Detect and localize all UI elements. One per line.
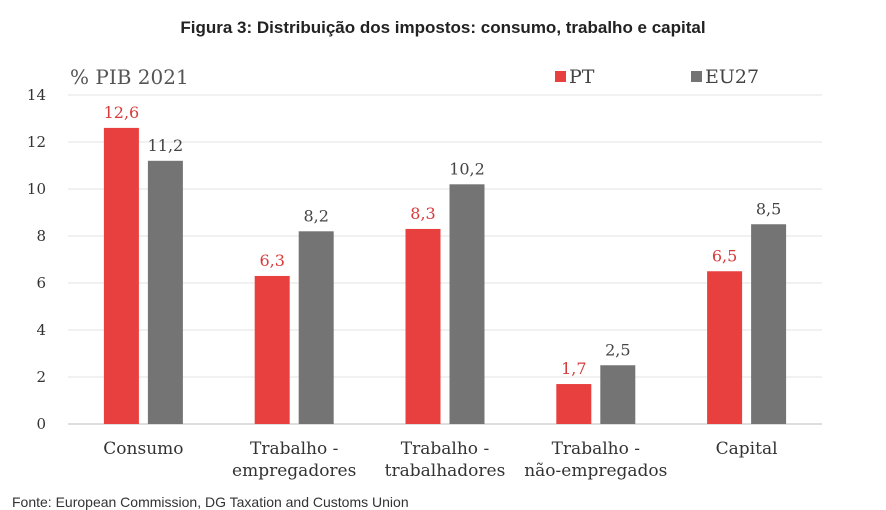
data-label-eu27: 2,5 (605, 340, 630, 359)
y-tick-label: 12 (27, 133, 46, 151)
x-category-label: empregadores (232, 461, 356, 481)
unit-label: % PIB 2021 (70, 65, 189, 89)
legend-swatch-eu27 (691, 71, 702, 82)
x-category-label: Capital (716, 439, 778, 459)
bar-pt (405, 228, 441, 424)
bar-pt (707, 271, 743, 424)
y-axis-ticks: 0 2 4 6 8 10 12 14 (27, 86, 46, 433)
data-label-pt: 6,3 (259, 251, 284, 270)
bars (103, 127, 787, 425)
data-label-eu27: 8,5 (756, 199, 781, 218)
bar-pt (556, 384, 592, 424)
bar-eu27 (147, 160, 183, 425)
x-category-label: Trabalho - (552, 439, 640, 459)
data-label-eu27: 11,2 (148, 136, 184, 155)
y-tick-label: 4 (36, 321, 46, 339)
data-label-pt: 6,5 (712, 246, 737, 265)
legend-swatch-pt (555, 71, 566, 82)
y-tick-label: 8 (36, 227, 46, 245)
y-tick-label: 6 (36, 274, 46, 292)
x-category-label: Trabalho - (250, 439, 338, 459)
gridlines (68, 94, 822, 425)
legend-label-eu27: EU27 (705, 66, 759, 88)
y-tick-label: 14 (27, 86, 46, 104)
x-category-label: trabalhadores (385, 461, 506, 481)
bar-pt (103, 127, 139, 425)
data-labels: 12,6 11,2 6,3 8,2 8,3 10,2 1,7 2,5 6,5 8,5 (104, 103, 782, 378)
data-label-pt: 8,3 (410, 204, 435, 223)
y-tick-label: 2 (36, 368, 46, 386)
x-category-label: Consumo (103, 439, 183, 459)
bar-eu27 (298, 231, 334, 424)
x-category-label: não-empregados (524, 461, 667, 481)
chart-title: Figura 3: Distribuição dos impostos: con… (180, 18, 706, 37)
y-tick-label: 10 (27, 180, 46, 198)
bar-pt (254, 275, 290, 424)
y-tick-label: 0 (36, 415, 46, 433)
bar-eu27 (751, 224, 787, 424)
legend: PT EU27 (555, 66, 759, 88)
data-label-eu27: 10,2 (449, 159, 485, 178)
source-note: Fonte: European Commission, DG Taxation … (12, 494, 409, 510)
bar-eu27 (600, 365, 636, 424)
x-category-label: Trabalho - (401, 439, 489, 459)
data-label-pt: 12,6 (104, 103, 140, 122)
data-label-eu27: 8,2 (303, 206, 328, 225)
legend-label-pt: PT (569, 66, 595, 88)
bar-eu27 (449, 184, 485, 424)
data-label-pt: 1,7 (561, 359, 586, 378)
